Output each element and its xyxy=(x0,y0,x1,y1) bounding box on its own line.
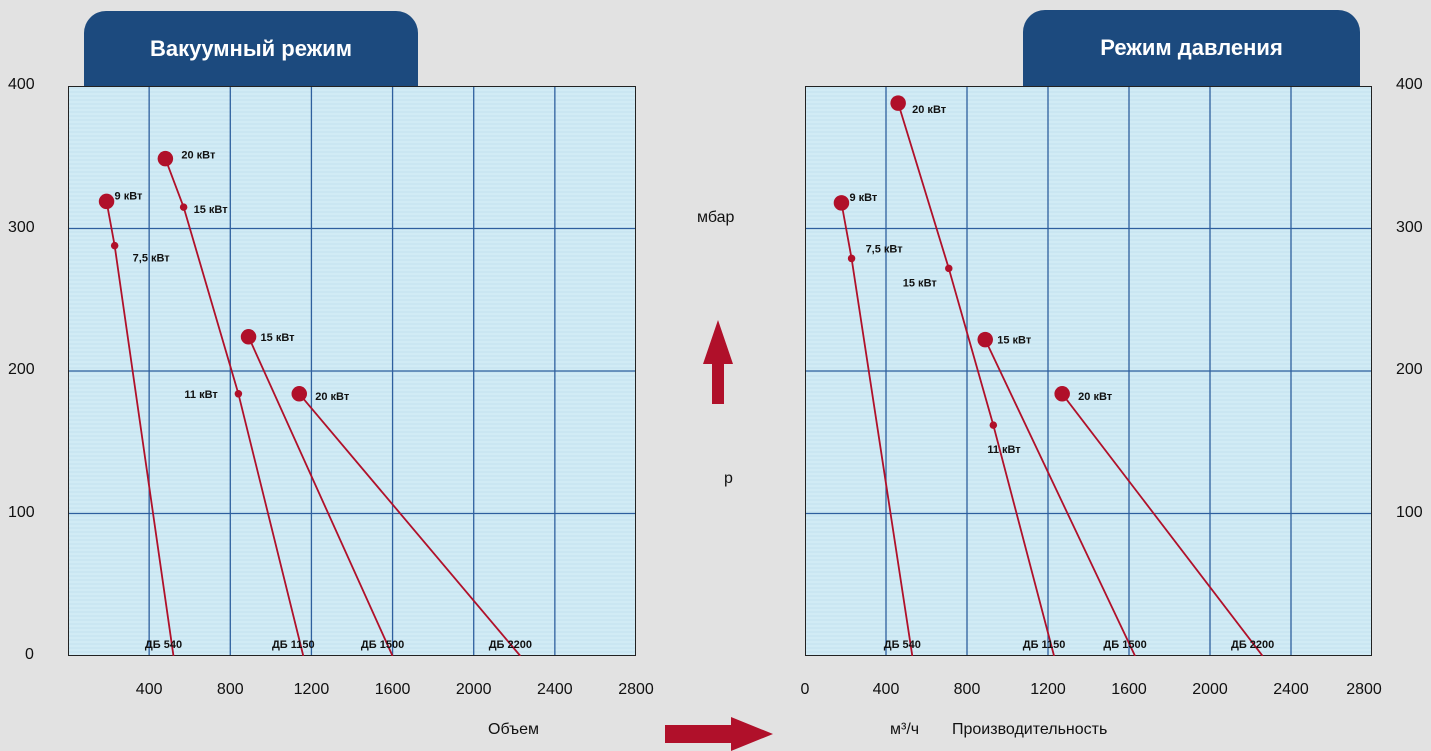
series-ДБ-1150: 20 кВт 15 кВт 11 кВт ДБ 1150 xyxy=(157,150,315,656)
series-end-label: ДБ 1500 xyxy=(361,639,404,651)
data-point xyxy=(240,329,257,345)
data-point xyxy=(945,264,953,273)
point-label: 15 кВт xyxy=(261,332,296,344)
y-tick-label: 100 xyxy=(8,503,35,521)
series-ДБ-540: 9 кВт 7,5 кВт ДБ 540 xyxy=(833,192,921,656)
series-line xyxy=(897,102,1055,656)
point-label: 20 кВт xyxy=(181,150,216,162)
series-end-label: ДБ 2200 xyxy=(1231,639,1274,651)
x-tick-label: 800 xyxy=(953,681,981,698)
plot-frame xyxy=(68,86,636,656)
point-label: 11 кВт xyxy=(987,444,1021,456)
x-tick-label: 2000 xyxy=(455,681,492,698)
arrow-right-icon xyxy=(665,717,773,751)
y-tick-label: 100 xyxy=(1396,503,1423,521)
arrow-up-icon xyxy=(703,320,733,404)
data-point xyxy=(157,150,174,167)
x-tick-label: 1600 xyxy=(1111,681,1147,698)
x-tick-label: 800 xyxy=(216,681,244,698)
series-end-label: ДБ 1500 xyxy=(1103,639,1146,651)
x-tick-label: 2800 xyxy=(618,681,654,698)
gridlines xyxy=(805,86,1372,656)
data-point xyxy=(890,95,906,111)
series-line xyxy=(984,339,1136,656)
point-label: 11 кВт xyxy=(184,389,218,401)
data-point xyxy=(847,254,856,263)
x-tick-label: 1200 xyxy=(1030,681,1066,698)
y-unit-label: мбар xyxy=(697,209,735,226)
y-symbol-label: p xyxy=(724,470,733,487)
x-tick-label: 400 xyxy=(872,681,900,698)
series-ДБ-2200: 20 кВт ДБ 2200 xyxy=(1054,386,1274,656)
plot-frame xyxy=(805,86,1372,656)
y-tick-label: 300 xyxy=(1396,218,1423,236)
vacuum-mode-title: Вакуумный режим xyxy=(149,36,353,61)
series-ДБ-2200: 20 кВт ДБ 2200 xyxy=(291,386,532,656)
point-label: 7,5 кВт xyxy=(133,253,171,265)
y-tick-label: 400 xyxy=(8,76,35,93)
x-tick-label: 2400 xyxy=(1273,681,1309,698)
x-tick-label: 2000 xyxy=(1192,681,1228,698)
series-end-label: ДБ 1150 xyxy=(272,639,315,651)
y-tick-label: 300 xyxy=(8,218,35,236)
y-tick-label: 200 xyxy=(1396,361,1423,378)
series-ДБ-540: 9 кВт 7,5 кВт ДБ 540 xyxy=(98,190,182,656)
y-tick-label: 400 xyxy=(1396,76,1423,93)
data-point xyxy=(110,241,119,250)
y-tick-label: 0 xyxy=(25,646,34,663)
pressure-mode-title: Режим давления xyxy=(1100,35,1283,60)
x-axis-label-volume: Объем xyxy=(488,721,539,738)
x-tick-label: 400 xyxy=(135,681,163,698)
series-end-label: ДБ 2200 xyxy=(489,639,532,651)
data-point xyxy=(977,331,993,348)
vacuum-chart: 9 кВт 7,5 кВт ДБ 540 20 кВт 15 кВт 11 кВт ДБ 1… xyxy=(68,86,636,656)
point-label: 15 кВт xyxy=(903,277,938,289)
point-label: 15 кВт xyxy=(997,335,1032,347)
x-tick-label: 0 xyxy=(800,681,810,698)
data-point xyxy=(833,195,850,211)
data-point xyxy=(98,193,115,210)
point-label: 7,5 кВт xyxy=(866,243,904,255)
x-tick-label: 1200 xyxy=(293,681,330,698)
series-line xyxy=(247,336,394,656)
x-unit-label: м³/ч xyxy=(890,721,920,738)
point-label: 20 кВт xyxy=(315,391,350,403)
series-line xyxy=(1061,393,1264,656)
data-point xyxy=(179,203,188,211)
x-tick-label: 2800 xyxy=(1346,681,1382,698)
series-ДБ-1500: 15 кВт ДБ 1500 xyxy=(977,331,1147,656)
series-line xyxy=(298,393,522,656)
pressure-mode-tab: Режим давления xyxy=(1023,10,1360,86)
point-label: 9 кВт xyxy=(849,192,877,204)
series-line xyxy=(164,158,305,656)
point-label: 20 кВт xyxy=(912,104,947,116)
data-point xyxy=(234,390,243,398)
vacuum-mode-tab: Вакуумный режим xyxy=(84,11,418,87)
series-end-label: ДБ 1150 xyxy=(1023,639,1066,651)
point-label: 9 кВт xyxy=(115,190,143,202)
series-end-label: ДБ 540 xyxy=(145,639,182,651)
x-axis-label-capacity: Производительность xyxy=(952,721,1108,738)
data-point xyxy=(989,421,998,429)
series-end-label: ДБ 540 xyxy=(884,639,921,651)
point-label: 20 кВт xyxy=(1078,391,1113,403)
data-point xyxy=(291,386,308,402)
data-point xyxy=(1054,386,1070,402)
point-label: 15 кВт xyxy=(194,204,229,216)
x-tick-label: 2400 xyxy=(537,681,573,698)
series-ДБ-1150: 20 кВт 15 кВт 11 кВт ДБ 1150 xyxy=(890,95,1065,656)
series-ДБ-1500: 15 кВт ДБ 1500 xyxy=(240,329,404,656)
pressure-chart: 9 кВт 7,5 кВт ДБ 540 20 кВт 15 кВт 11 кВт ДБ 1… xyxy=(805,86,1372,656)
gridlines xyxy=(68,86,636,656)
y-tick-label: 200 xyxy=(8,361,35,378)
x-tick-label: 1600 xyxy=(374,681,411,698)
